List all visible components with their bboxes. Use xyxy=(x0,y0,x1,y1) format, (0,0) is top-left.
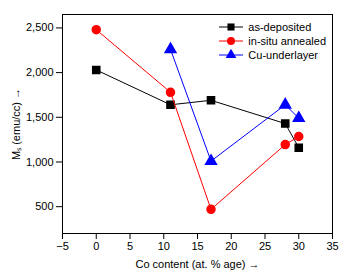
svg-text:15: 15 xyxy=(191,240,203,252)
svg-text:35: 35 xyxy=(326,240,338,252)
svg-text:5: 5 xyxy=(127,240,133,252)
html-text:Cu-underlayer: Cu-underlayer xyxy=(248,49,318,61)
html-text:in-situ annealed: in-situ annealed xyxy=(248,35,326,47)
svg-text:10: 10 xyxy=(158,240,170,252)
svg-text:−5: −5 xyxy=(56,240,69,252)
svg-text:25: 25 xyxy=(259,240,271,252)
svg-text:0: 0 xyxy=(93,240,99,252)
svg-text:500: 500 xyxy=(35,200,53,212)
svg-text:Mₛ (emu/cc) →: Mₛ (emu/cc) → xyxy=(10,88,22,160)
svg-text:1,000: 1,000 xyxy=(26,156,54,168)
svg-text:Co content (at. % age) →: Co content (at. % age) → xyxy=(135,258,259,270)
svg-text:2,000: 2,000 xyxy=(26,66,54,78)
html-text:as-deposited: as-deposited xyxy=(248,21,312,33)
svg-text:30: 30 xyxy=(293,240,305,252)
svg-text:20: 20 xyxy=(225,240,237,252)
svg-text:2,500: 2,500 xyxy=(26,21,54,33)
svg-text:1,500: 1,500 xyxy=(26,111,54,123)
